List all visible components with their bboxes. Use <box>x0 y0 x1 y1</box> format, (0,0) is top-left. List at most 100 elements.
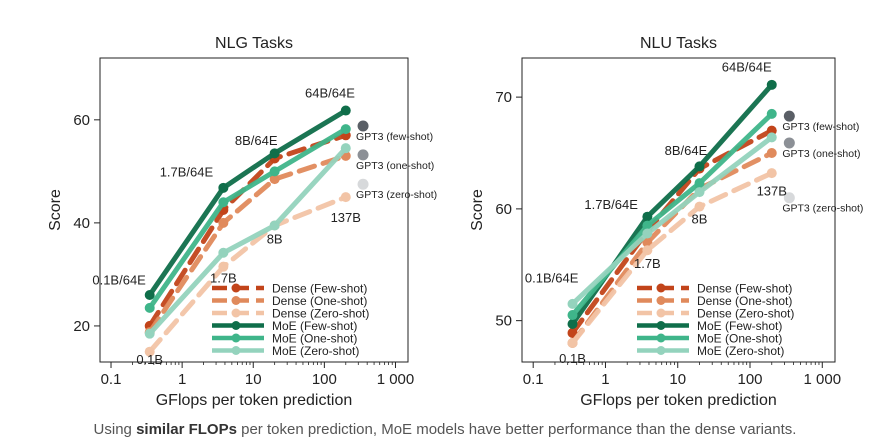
annotation-label: 137B <box>757 183 787 198</box>
legend-marker <box>656 346 666 355</box>
series-point <box>144 290 155 301</box>
x-axis-label: GFlops per token prediction <box>580 392 777 409</box>
series-point <box>218 182 229 193</box>
legend-entry: MoE (Few-shot) <box>697 319 782 333</box>
series-point <box>567 310 578 321</box>
y-axis-label: Score <box>469 189 486 231</box>
series-point <box>766 79 777 90</box>
annotation-label: 0.1B <box>559 351 586 366</box>
series-line-3 <box>147 194 349 355</box>
series-line-3 <box>570 170 775 346</box>
series-point <box>694 187 705 198</box>
x-tick-label: 1 000 <box>377 371 415 388</box>
series-point <box>766 148 777 158</box>
gpt3-label: GPT3 (one-shot) <box>356 160 434 172</box>
gpt3-label: GPT3 (few-shot) <box>782 121 859 133</box>
series-line-2 <box>147 153 349 335</box>
annotation-label: 8B/64E <box>665 143 708 158</box>
caption-prefix: Using <box>93 421 137 438</box>
series-point <box>567 298 578 309</box>
y-tick-label: 50 <box>495 313 512 330</box>
legend-entry: MoE (One-shot) <box>697 332 782 346</box>
series-point <box>340 192 351 203</box>
series-line-4 <box>147 108 349 298</box>
series-point <box>642 211 653 222</box>
annotation-label: 0.1B <box>136 352 163 367</box>
legend-marker <box>656 308 666 318</box>
legend-marker <box>231 296 241 305</box>
x-tick-label: 100 <box>312 371 337 388</box>
gpt3-label: GPT3 (few-shot) <box>356 131 433 143</box>
series-line-5 <box>147 126 349 311</box>
series-point <box>269 220 280 231</box>
gpt3-point <box>783 137 795 149</box>
chart-canvas: NLG Tasks 0.1 1 10 100 1 000 20 40 60 GFlops per … <box>47 35 863 409</box>
gpt3-point <box>357 149 369 161</box>
series-line-6 <box>147 145 349 337</box>
x-tick-label: 1 <box>601 371 609 388</box>
legend-marker <box>656 333 666 343</box>
legend-marker <box>656 321 666 330</box>
series-point <box>144 328 155 339</box>
series-point <box>694 161 705 172</box>
series-point <box>144 302 155 313</box>
panel-2: NLU Tasks 0.1 1 10 100 1 000 50 60 70 GFlops per … <box>469 35 863 409</box>
x-tick-label: 1 000 <box>804 371 842 388</box>
legend-entry: MoE (Zero-shot) <box>697 344 784 358</box>
annotation-label: 137B <box>331 210 361 225</box>
series-point <box>766 132 777 143</box>
x-tick-label: 10 <box>669 371 686 388</box>
annotation-label: 1.7B/64E <box>160 165 214 180</box>
annotation-label: 1.7B <box>210 271 237 286</box>
series-point <box>144 346 155 357</box>
series-point <box>694 201 705 212</box>
annotation-label: 8B/64E <box>235 133 278 148</box>
annotation-label: 64B/64E <box>722 59 772 74</box>
gpt3-point <box>783 110 795 122</box>
series-point <box>340 105 351 116</box>
series-point <box>567 338 578 348</box>
series-point <box>642 220 653 231</box>
series-point <box>642 237 653 248</box>
y-tick-label: 20 <box>73 318 90 335</box>
y-tick-label: 70 <box>495 89 512 106</box>
series-point <box>218 197 229 208</box>
series-point <box>567 319 578 329</box>
annotation-label: 0.1B/64E <box>92 273 146 288</box>
series-point <box>642 245 653 256</box>
plot-frame <box>99 57 409 363</box>
legend-entry: Dense (Few-shot) <box>272 282 367 296</box>
x-axis-label: GFlops per token prediction <box>156 392 353 409</box>
legend-entry: MoE (One-shot) <box>272 332 357 346</box>
series-point <box>694 178 705 189</box>
caption-suffix: per token prediction, MoE models have be… <box>236 421 797 438</box>
annotation-label: 8B <box>692 211 708 226</box>
series-line-6 <box>570 134 775 307</box>
legend-marker <box>231 321 241 330</box>
gpt3-point <box>783 192 795 204</box>
x-tick-label: 0.1 <box>523 371 544 388</box>
annotation-label: 8B <box>267 231 283 246</box>
x-tick-label: 100 <box>737 371 762 388</box>
series-point <box>218 261 229 272</box>
y-tick-label: 40 <box>73 215 90 232</box>
panel-1: NLG Tasks 0.1 1 10 100 1 000 20 40 60 GFlops per … <box>47 35 437 409</box>
legend-entry: Dense (Few-shot) <box>697 282 792 296</box>
series-point <box>766 108 777 119</box>
x-tick-label: 10 <box>245 371 262 388</box>
series-point <box>269 166 280 177</box>
legend-marker <box>231 333 241 343</box>
gpt3-point <box>357 120 369 132</box>
series-point <box>218 247 229 258</box>
annotation-label: 0.1B/64E <box>525 271 579 286</box>
legend-entry: Dense (One-shot) <box>697 294 792 308</box>
series-point <box>766 168 777 179</box>
x-tick-label: 0.1 <box>101 371 122 388</box>
series-point <box>340 143 351 154</box>
caption-bold: similar FLOPs <box>136 421 237 438</box>
legend-entry: Dense (Zero-shot) <box>697 307 794 321</box>
gpt3-label: GPT3 (zero-shot) <box>356 189 437 201</box>
legend-marker <box>656 296 666 305</box>
y-tick-label: 60 <box>495 201 512 218</box>
